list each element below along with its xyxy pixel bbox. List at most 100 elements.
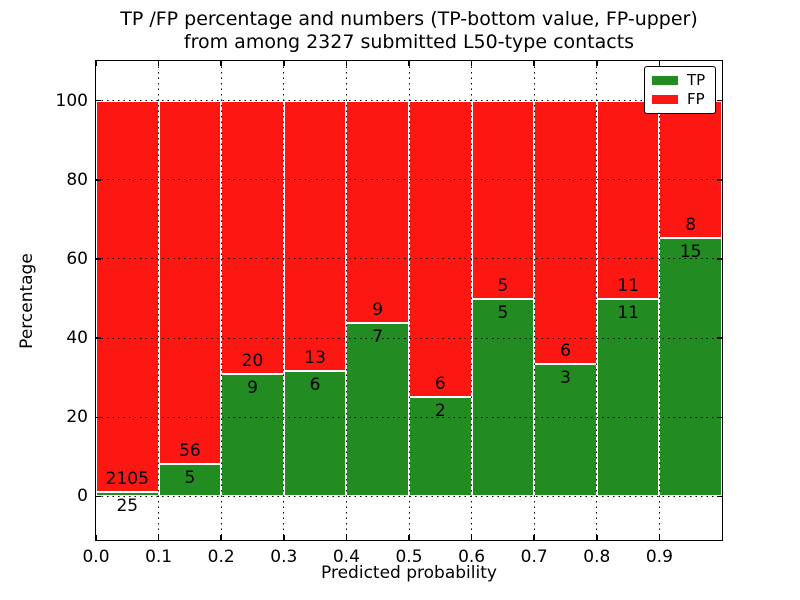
x-axis-tick-top (345, 61, 348, 66)
y-tick-label: 0 (77, 486, 88, 507)
fp-count-annotation: 13 (304, 348, 326, 369)
fp-count-annotation: 5 (497, 275, 509, 296)
fp-count-annotation: 56 (179, 441, 201, 461)
tp-count-annotation: 15 (679, 242, 702, 263)
x-axis-tick-top (157, 61, 160, 66)
tp-count-annotation: 7 (372, 327, 384, 348)
fp-bar-segment (596, 100, 660, 299)
x-tick-label: 0.4 (332, 547, 360, 567)
tp-count-annotation: 2 (434, 401, 446, 422)
tp-bar-segment (534, 364, 597, 497)
fp-count-annotation: 6 (560, 341, 571, 362)
x-axis-tick (345, 535, 348, 540)
x-tick-label: 0.5 (395, 547, 423, 567)
vertical-gridline (158, 61, 160, 540)
x-tick-label: 0.6 (458, 547, 486, 567)
fp-bar-segment (96, 100, 159, 492)
tp-bar-segment (471, 298, 535, 497)
y-tick-label: 60 (66, 248, 88, 269)
x-axis-tick-top (220, 61, 222, 66)
y-axis-tick (96, 495, 101, 498)
tp-bar-segment (221, 373, 284, 497)
y-tick-label: 80 (66, 169, 88, 190)
y-axis-tick-right (717, 416, 722, 419)
vertical-gridline (345, 61, 347, 540)
chart-title: TP /FP percentage and numbers (TP-bottom… (96, 8, 722, 54)
tp-count-annotation: 11 (617, 302, 639, 323)
x-axis-tick (658, 535, 661, 540)
x-axis-tick (95, 535, 97, 540)
x-axis-tick (220, 535, 222, 540)
tp-bar-segment (596, 298, 660, 497)
legend-entry-fp: FP (652, 90, 708, 109)
x-axis-tick-top (596, 61, 598, 66)
x-axis-tick-top (283, 61, 285, 66)
chart-title-line2: from among 2327 submitted L50-type conta… (183, 31, 635, 53)
fp-count-annotation: 9 (372, 300, 384, 321)
x-tick-label: 0.2 (207, 547, 235, 567)
fp-legend-swatch (652, 95, 678, 104)
x-axis-tick-top (408, 61, 410, 66)
vertical-gridline (408, 61, 410, 540)
vertical-gridline (658, 61, 660, 540)
y-tick-label: 100 (55, 90, 88, 111)
vertical-gridline (533, 61, 535, 540)
tp-bar-segment (346, 323, 409, 497)
tp-count-annotation: 25 (116, 495, 139, 516)
vertical-gridline (283, 61, 285, 540)
x-tick-label: 0.3 (270, 547, 298, 567)
fp-count-annotation: 2105 (105, 468, 149, 489)
fp-count-annotation: 11 (617, 275, 639, 296)
tp-legend-swatch (652, 76, 678, 85)
y-axis-tick-right (717, 179, 722, 181)
legend: TP FP (644, 66, 716, 114)
tp-bar-segment (158, 464, 222, 497)
y-axis-tick (96, 258, 101, 260)
fp-count-annotation: 20 (241, 350, 264, 371)
tp-count-annotation: 5 (184, 468, 196, 488)
x-axis-tick-top (533, 61, 535, 66)
x-tick-label: 0.9 (645, 547, 673, 567)
x-tick-label: 0.0 (82, 547, 110, 567)
tp-count-annotation: 9 (247, 377, 258, 398)
x-axis-tick (283, 535, 285, 540)
y-axis-tick-right (717, 337, 722, 339)
vertical-gridline (471, 61, 473, 540)
x-axis-tick-top (470, 61, 473, 66)
fp-bar-segment (221, 100, 284, 374)
x-axis-tick (470, 535, 473, 540)
fp-legend-label: FP (687, 90, 705, 108)
y-axis-tick (96, 337, 101, 339)
x-axis-tick (157, 535, 160, 540)
x-axis-tick-top (95, 61, 97, 66)
fp-bar-segment (471, 100, 535, 299)
tp-count-annotation: 6 (309, 375, 321, 396)
legend-entry-tp: TP (652, 71, 708, 90)
x-tick-label: 0.1 (145, 547, 173, 567)
tp-count-annotation: 3 (560, 368, 571, 389)
y-tick-label: 40 (66, 328, 88, 349)
y-tick-label: 20 (66, 407, 88, 428)
tp-count-annotation: 5 (497, 302, 509, 323)
x-axis-tick (596, 535, 598, 540)
fp-count-annotation: 6 (434, 374, 446, 395)
y-axis-tick-right (717, 495, 722, 498)
fp-bar-segment (534, 100, 597, 365)
tp-legend-label: TP (687, 71, 706, 89)
fp-bar-segment (409, 100, 472, 398)
x-axis-label: Predicted probability (321, 563, 497, 583)
fp-bar-segment (346, 100, 409, 324)
vertical-gridline (220, 61, 222, 540)
y-axis-label: Percentage (17, 253, 37, 349)
x-axis-tick (533, 535, 535, 540)
x-axis-tick-top (658, 61, 661, 66)
y-axis-tick (96, 416, 101, 419)
y-axis-tick (96, 179, 101, 181)
tp-bar-segment (659, 238, 722, 497)
y-axis-tick-right (717, 258, 722, 260)
fp-count-annotation: 8 (685, 215, 697, 236)
vertical-gridline (596, 61, 598, 540)
fp-bar-segment (158, 100, 222, 464)
y-axis-tick (96, 99, 101, 102)
